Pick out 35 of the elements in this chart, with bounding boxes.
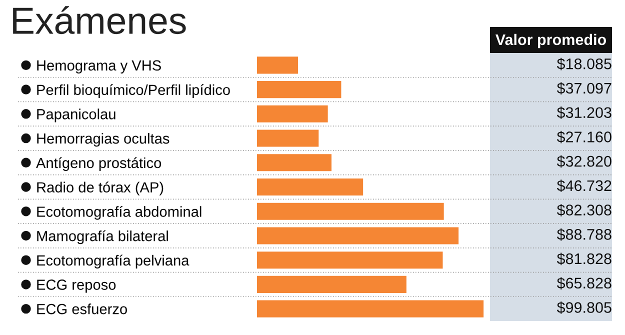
data-label: $37.097	[556, 82, 612, 95]
bar	[257, 227, 459, 244]
data-label: $27.160	[556, 130, 612, 144]
y-tick-label: Ecotomografía pelviana	[37, 254, 190, 268]
y-tick-label: Radio de tórax (AP)	[37, 182, 164, 196]
data-label: $31.203	[556, 106, 612, 119]
bar	[257, 252, 443, 269]
data-label: $65.828	[556, 277, 612, 290]
data-label: $46.732	[556, 180, 612, 192]
y-tick-label: Hemorragias ocultas	[37, 132, 170, 147]
y-tick-label: Hemograma y VHS	[37, 60, 161, 74]
bar	[257, 300, 484, 318]
chart-title: Exámenes	[13, 6, 186, 34]
y-tick-label: Antígeno prostático	[36, 157, 162, 172]
data-label: $99.805	[556, 301, 612, 314]
y-tick-label: Mamografía bilateral	[37, 230, 168, 244]
data-label: $81.828	[556, 252, 612, 266]
bar	[257, 105, 328, 122]
bar	[257, 276, 406, 293]
data-label: $32.820	[556, 155, 612, 168]
bar	[257, 130, 319, 147]
data-label: $82.308	[556, 204, 612, 216]
data-label: $18.085	[556, 58, 612, 70]
bar	[257, 178, 364, 196]
bar	[257, 154, 332, 172]
y-tick-label: ECG esfuerzo	[37, 304, 127, 314]
bar	[257, 81, 342, 98]
text: Valor promedio	[496, 34, 606, 48]
bar	[257, 202, 444, 220]
bar	[257, 56, 298, 74]
y-tick-label: Papanicolau	[37, 108, 116, 122]
y-tick-label: Perfil bioquímico/Perfil lipídico	[37, 84, 230, 98]
data-label: $88.788	[556, 228, 612, 241]
y-tick-label: Ecotomografía abdominal	[37, 206, 202, 220]
y-tick-label: ECG reposo	[37, 280, 116, 293]
